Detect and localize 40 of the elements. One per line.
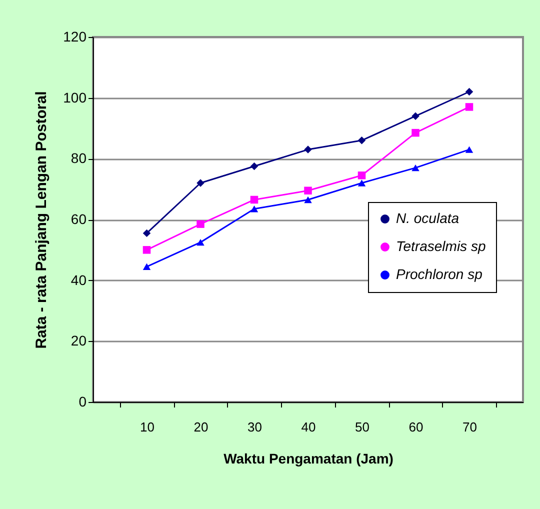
point — [196, 179, 204, 187]
x-tick-label: 50 — [355, 420, 370, 434]
point — [142, 263, 151, 270]
legend-label: Prochloron sp — [396, 266, 483, 282]
x-tick-label: 40 — [301, 420, 316, 434]
point — [465, 146, 474, 153]
point — [412, 164, 420, 172]
point — [196, 238, 204, 246]
legend-label: N. oculata — [396, 210, 460, 226]
point — [412, 128, 420, 137]
point — [142, 229, 151, 238]
x-tick-label: 60 — [408, 420, 424, 434]
point — [465, 88, 474, 96]
x-tick-label: 20 — [194, 420, 208, 434]
x-tick-label: 30 — [248, 420, 262, 434]
point — [304, 186, 312, 194]
x-tick-label: 70 — [462, 420, 477, 434]
y-tick-label: 40 — [70, 272, 87, 288]
point — [250, 206, 258, 212]
point — [465, 103, 474, 111]
point — [304, 196, 312, 204]
y-tick-label: 100 — [63, 89, 87, 106]
x-tick-label: 10 — [140, 420, 154, 434]
y-tick-label: 80 — [70, 150, 87, 166]
point — [142, 246, 151, 254]
point — [412, 112, 420, 120]
point — [358, 136, 366, 144]
y-tick-label: 20 — [70, 332, 87, 349]
legend-label: Tetraselmis sp — [396, 238, 486, 254]
point — [304, 146, 312, 154]
y-tick-label: 0 — [78, 394, 87, 410]
point — [358, 172, 366, 180]
point — [250, 196, 258, 204]
point — [358, 180, 366, 186]
point — [250, 162, 258, 170]
point — [196, 220, 204, 228]
y-tick-label: 120 — [63, 28, 87, 44]
y-tick-label: 60 — [70, 211, 87, 227]
y-axis-title: Rata - rata Panjang Lengan Postoral — [33, 91, 50, 349]
x-axis-title: Waktu Pengamatan (Jam) — [224, 450, 394, 466]
